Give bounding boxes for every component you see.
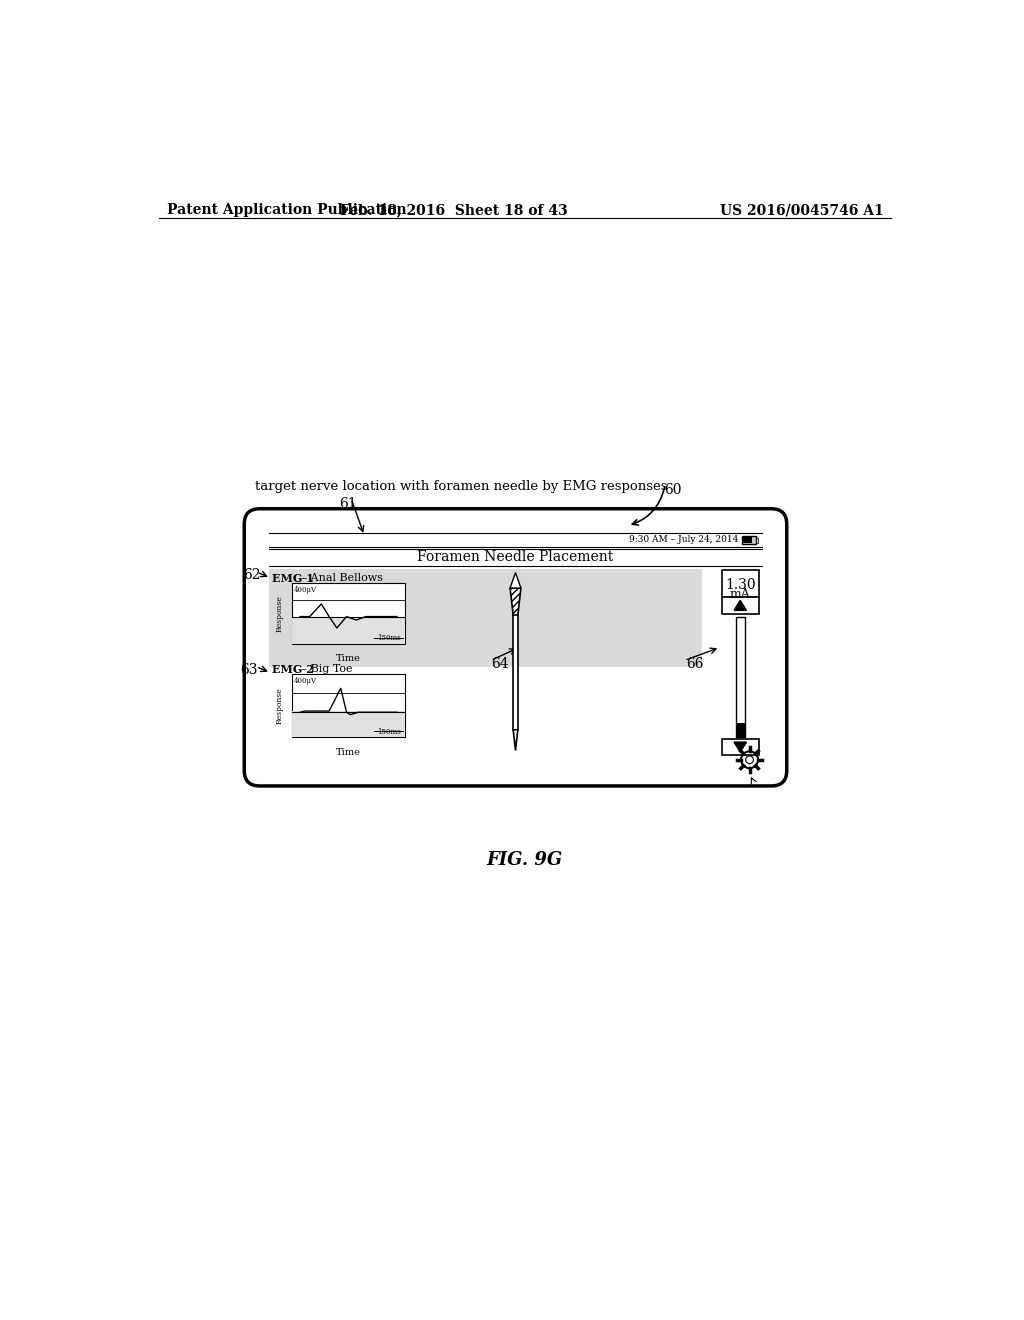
Text: – Big Toe: – Big Toe <box>299 664 353 673</box>
Polygon shape <box>734 601 746 610</box>
Text: EMG 1: EMG 1 <box>272 573 314 583</box>
Bar <box>269 569 701 667</box>
Polygon shape <box>510 573 521 589</box>
Bar <box>292 711 404 738</box>
Bar <box>741 536 756 544</box>
Text: 64: 64 <box>490 657 508 672</box>
Bar <box>292 675 404 738</box>
Bar <box>756 539 758 543</box>
Text: 66: 66 <box>686 657 703 672</box>
Text: – Anal Bellows: – Anal Bellows <box>299 573 384 582</box>
Text: Time: Time <box>336 655 360 664</box>
Bar <box>735 618 744 737</box>
FancyBboxPatch shape <box>245 508 786 785</box>
Text: 150ms: 150ms <box>377 727 400 737</box>
Bar <box>735 723 744 737</box>
Bar <box>742 537 752 543</box>
Text: Patent Application Publication: Patent Application Publication <box>167 203 407 216</box>
Polygon shape <box>513 730 518 751</box>
Polygon shape <box>734 742 746 752</box>
Text: mA: mA <box>730 589 751 601</box>
Polygon shape <box>510 589 521 615</box>
Text: 61: 61 <box>340 498 357 511</box>
Text: Time: Time <box>336 748 360 758</box>
Bar <box>292 583 404 644</box>
Text: 62: 62 <box>243 568 260 582</box>
Text: 1.30: 1.30 <box>725 578 756 593</box>
Text: Foramen Needle Placement: Foramen Needle Placement <box>418 550 613 564</box>
Text: Response: Response <box>275 688 284 725</box>
Text: 150ms: 150ms <box>377 634 400 642</box>
Text: EMG 2: EMG 2 <box>272 664 314 675</box>
Text: FIG. 9G: FIG. 9G <box>486 851 563 870</box>
Text: 400μV: 400μV <box>294 586 316 594</box>
Text: 63: 63 <box>241 663 258 677</box>
Text: target nerve location with foramen needle by EMG responses: target nerve location with foramen needl… <box>255 480 668 494</box>
Text: Feb. 18, 2016  Sheet 18 of 43: Feb. 18, 2016 Sheet 18 of 43 <box>340 203 567 216</box>
Bar <box>292 616 404 644</box>
Bar <box>722 597 759 614</box>
Bar <box>722 739 759 755</box>
Text: 9:30 AM – July 24, 2014: 9:30 AM – July 24, 2014 <box>630 535 738 544</box>
Text: 400μV: 400μV <box>294 677 316 685</box>
Bar <box>513 611 518 730</box>
Bar <box>722 570 759 597</box>
Text: 60: 60 <box>665 483 682 498</box>
Text: US 2016/0045746 A1: US 2016/0045746 A1 <box>720 203 884 216</box>
Text: Response: Response <box>275 595 284 632</box>
